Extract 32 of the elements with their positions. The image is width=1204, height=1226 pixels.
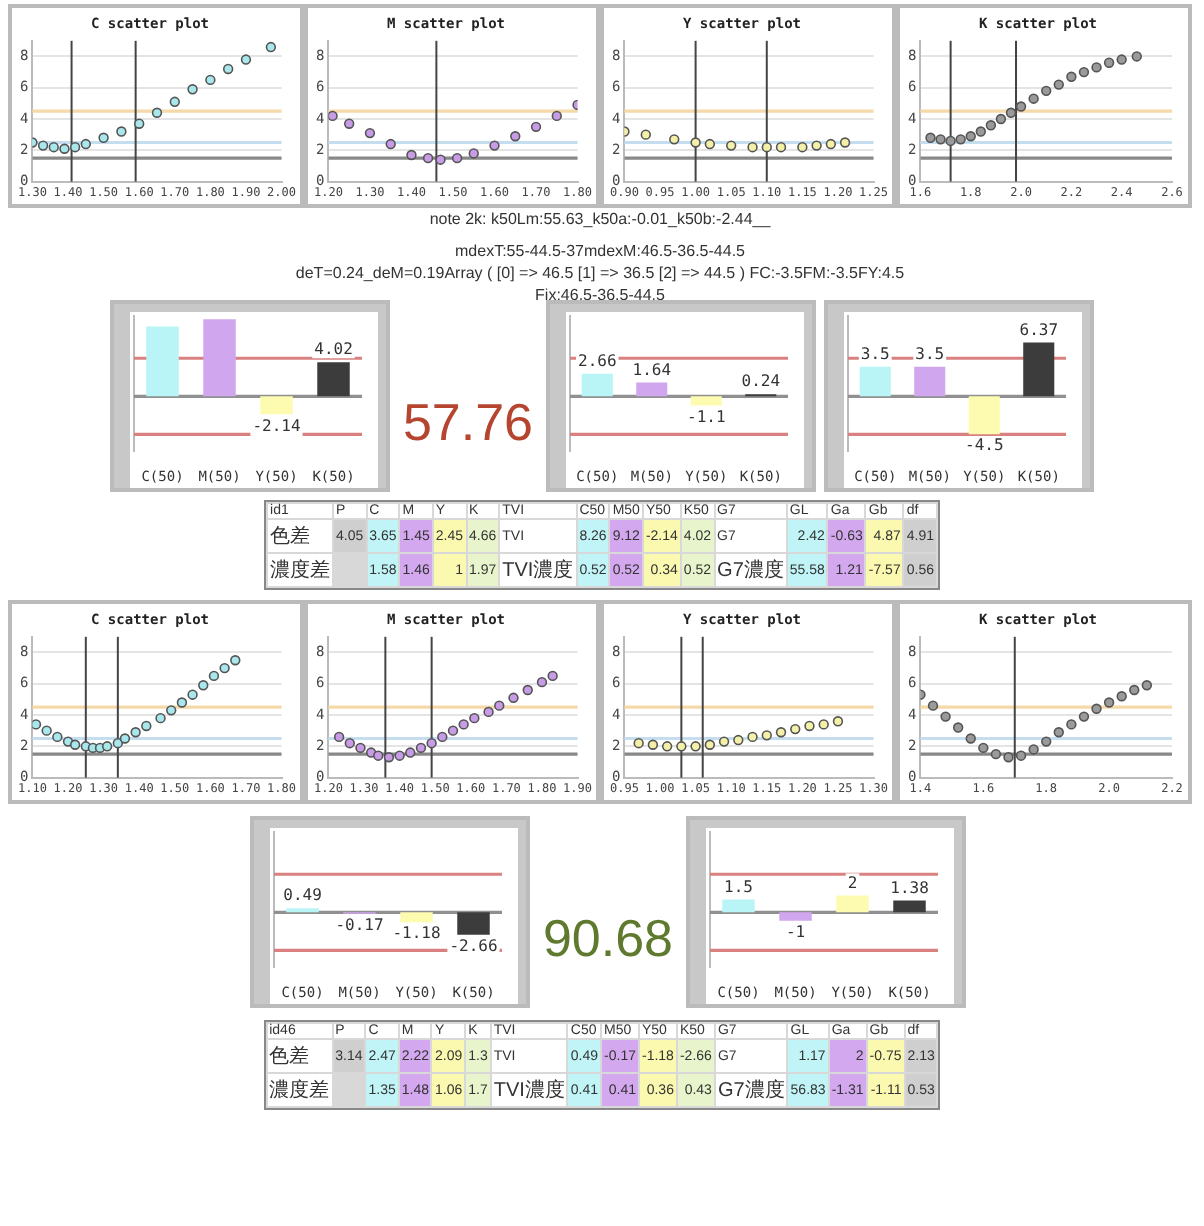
text: TVI濃度 (493, 1080, 565, 1102)
text: 57.76 (400, 392, 536, 455)
data-label: 0.24 (741, 372, 781, 391)
data-label: -4.5 (964, 436, 1004, 455)
text: G7濃度 (717, 1080, 785, 1102)
data-label: -1.18 (392, 924, 441, 943)
data-label: -1.1 (686, 407, 726, 426)
text: 色差 (269, 1046, 310, 1068)
text: deT=0.24_deM=0.19Array ( [0] => 46.5 [1] => 36.5 [2] => 44.5 ) FC:-3.5FM:-3.5FY:4.5 (293, 264, 907, 284)
text: 色差 (270, 526, 311, 548)
data-label: -2.66 (449, 936, 498, 955)
data-label: 1.38 (890, 878, 930, 897)
data-label: 2 (847, 873, 858, 892)
data-label: -1 (785, 922, 806, 941)
data-label: 3.5 (860, 344, 891, 363)
data-label: 4.02 (314, 340, 354, 359)
data-label: 1.64 (632, 360, 672, 379)
data-label: 0.49 (283, 886, 323, 905)
data-label: -2.14 (252, 416, 301, 435)
text: Fix:46.5-36.5-44.5 (533, 286, 667, 306)
text: note 2k: k50Lm:55.63_k50a:-0.01_k50b:-2.44__ (427, 210, 773, 230)
text: 濃度差 (270, 560, 331, 582)
data-label: 3.5 (915, 344, 945, 363)
text: mdexT:55-44.5-37mdexM:46.5-36.5-44.5 (453, 242, 747, 262)
data-label: -0.17 (335, 915, 384, 934)
data-label: 6.37 (1019, 320, 1059, 339)
text: 90.68 (540, 908, 676, 971)
text: TVI濃度 (502, 560, 574, 582)
data-label: 2.66 (577, 351, 617, 370)
text: G7濃度 (717, 560, 784, 582)
text: 濃度差 (269, 1080, 330, 1102)
data-label: 1.5 (724, 877, 754, 896)
